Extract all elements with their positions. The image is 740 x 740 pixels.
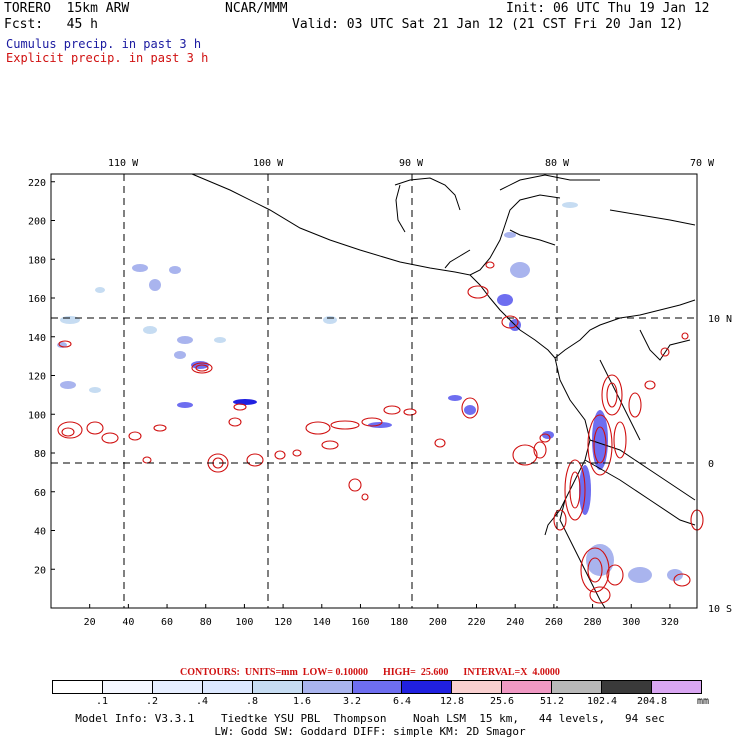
legend-swatch [202,681,253,693]
y-tick-label: 40 [34,527,46,538]
model-title: TORERO 15km ARW [4,1,130,16]
legend-swatch [452,681,503,693]
x-tick-label: 200 [429,617,447,628]
legend-swatch [502,681,553,693]
y-tick-label: 180 [28,255,46,266]
x-tick-label: 40 [122,617,134,628]
legend-label: 1.6 [292,696,312,707]
x-tick-labels: 20 40 60 80 100 120 140 160 180 200 220 240 260 280 30… [84,617,679,628]
color-legend [52,680,702,694]
legend-label: 51.2 [539,696,565,707]
legend-swatch [102,681,153,693]
legend-units: mm [697,696,710,707]
model-info-line1: Model Info: V3.3.1 Tiedtke YSU PBL Thomp… [75,712,665,725]
coastlines [191,173,696,609]
legend-label: .2 [145,696,159,707]
x-tick-label: 260 [545,617,563,628]
legend-label: 12.8 [439,696,465,707]
y-tick-label: 200 [28,217,46,228]
y-tick-label: 140 [28,333,46,344]
y-tick-label: 60 [34,488,46,499]
y-tick-label: 20 [34,565,46,576]
legend-swatch [152,681,203,693]
y-tick-label: 80 [34,449,46,460]
field-label-explicit: Explicit precip. in past 3 h [6,51,209,65]
lat-labels: 10 N 0 10 S [708,314,732,615]
lat-label-0: 0 [708,459,714,470]
x-tick-label: 100 [235,617,253,628]
lat-lon-grid [51,174,697,608]
legend-label: .1 [95,696,109,707]
x-tick-label: 80 [200,617,212,628]
grid-ticks [51,181,671,608]
legend-swatch [652,681,701,693]
legend-label: 204.8 [636,696,668,707]
forecast-hour: Fcst: 45 h [4,17,98,32]
organization-label: NCAR/MMM [225,1,288,16]
lon-labels: 110 W 100 W 90 W 80 W 70 W [108,158,715,169]
field-label-cumulus: Cumulus precip. in past 3 h [6,37,202,51]
lon-label-100w: 100 W [253,158,284,169]
legend-label: .4 [195,696,209,707]
map-frame [50,173,698,609]
y-tick-labels: 20 40 60 80 100 120 140 160 180 200 220 [28,178,46,577]
cumulus-precip-shading [57,202,683,583]
lon-label-110w: 110 W [108,158,139,169]
legend-label: 102.4 [586,696,618,707]
legend-swatch [402,681,453,693]
legend-swatch [252,681,303,693]
x-tick-label: 300 [622,617,640,628]
contour-info: CONTOURS: UNITS=mm LOW= 0.10000 HIGH= 25… [180,667,560,678]
lon-label-70w: 70 W [690,158,715,169]
legend-swatch [602,681,653,693]
x-tick-label: 160 [351,617,369,628]
precip-map: 110 W 100 W 90 W 80 W 70 W 10 N 0 10 S [28,158,732,628]
x-tick-label: 180 [390,617,408,628]
model-info-line2: LW: Godd SW: Goddard DIFF: simple KM: 2D… [214,725,526,738]
x-tick-label: 220 [467,617,485,628]
lon-label-90w: 90 W [399,158,424,169]
x-tick-label: 280 [584,617,602,628]
legend-swatch [552,681,603,693]
x-tick-label: 320 [661,617,679,628]
x-tick-label: 140 [313,617,331,628]
legend-label: 3.2 [342,696,362,707]
legend-swatch [53,681,103,693]
init-time: Init: 06 UTC Thu 19 Jan 12 [506,1,710,16]
valid-time: Valid: 03 UTC Sat 21 Jan 12 (21 CST Fri … [292,17,684,32]
legend-label: 6.4 [392,696,412,707]
y-tick-label: 100 [28,410,46,421]
x-tick-label: 240 [506,617,524,628]
x-tick-label: 60 [161,617,173,628]
lon-label-80w: 80 W [545,158,570,169]
legend-swatch [302,681,353,693]
legend-swatch [352,681,403,693]
lat-label-10n: 10 N [708,314,732,325]
legend-label: .8 [245,696,259,707]
x-tick-label: 20 [84,617,96,628]
y-tick-label: 120 [28,372,46,383]
y-tick-label: 220 [28,178,46,189]
y-tick-label: 160 [28,294,46,305]
legend-label: 25.6 [489,696,515,707]
lat-label-10s: 10 S [708,604,732,615]
x-tick-label: 120 [274,617,292,628]
explicit-precip-contours [57,261,704,604]
